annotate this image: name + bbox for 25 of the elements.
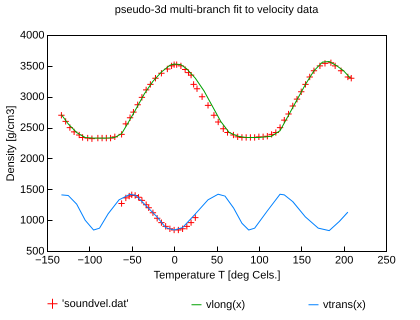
x-axis-title: Temperature T [deg Cels.]: [154, 270, 280, 282]
x-tick-label: 250: [377, 254, 396, 266]
line-series: [60, 61, 351, 139]
legend-label: vlong(x): [206, 298, 246, 311]
x-tick-label: 150: [292, 254, 311, 266]
x-tick-label: −150: [35, 254, 60, 266]
y-tick-label: 500: [26, 246, 44, 258]
x-tick-label: −100: [77, 254, 102, 266]
y-tick-label: 1000: [20, 214, 44, 227]
x-tick-label: 50: [210, 254, 224, 266]
y-tick-label: 3000: [20, 91, 44, 104]
legend-label: 'soundvel.dat': [62, 298, 129, 310]
legend-label: vtrans(x): [323, 298, 366, 311]
x-tick-label: 0: [172, 254, 178, 266]
y-tick-label: 2000: [20, 152, 44, 165]
chart-title: pseudo-3d multi-branch fit to velocity data: [114, 4, 320, 16]
x-tick-label: 100: [250, 254, 269, 266]
x-tick-label: −50: [122, 254, 142, 266]
y-tick-label: 1500: [20, 184, 44, 196]
y-tick-label: 3500: [20, 60, 44, 72]
y-tick-label: 4000: [20, 30, 44, 42]
y-tick-label: 2500: [20, 122, 44, 134]
x-tick-label: 200: [334, 254, 354, 266]
line-series: [60, 194, 348, 232]
y-axis-title: Density [g/cm3]: [5, 106, 18, 182]
